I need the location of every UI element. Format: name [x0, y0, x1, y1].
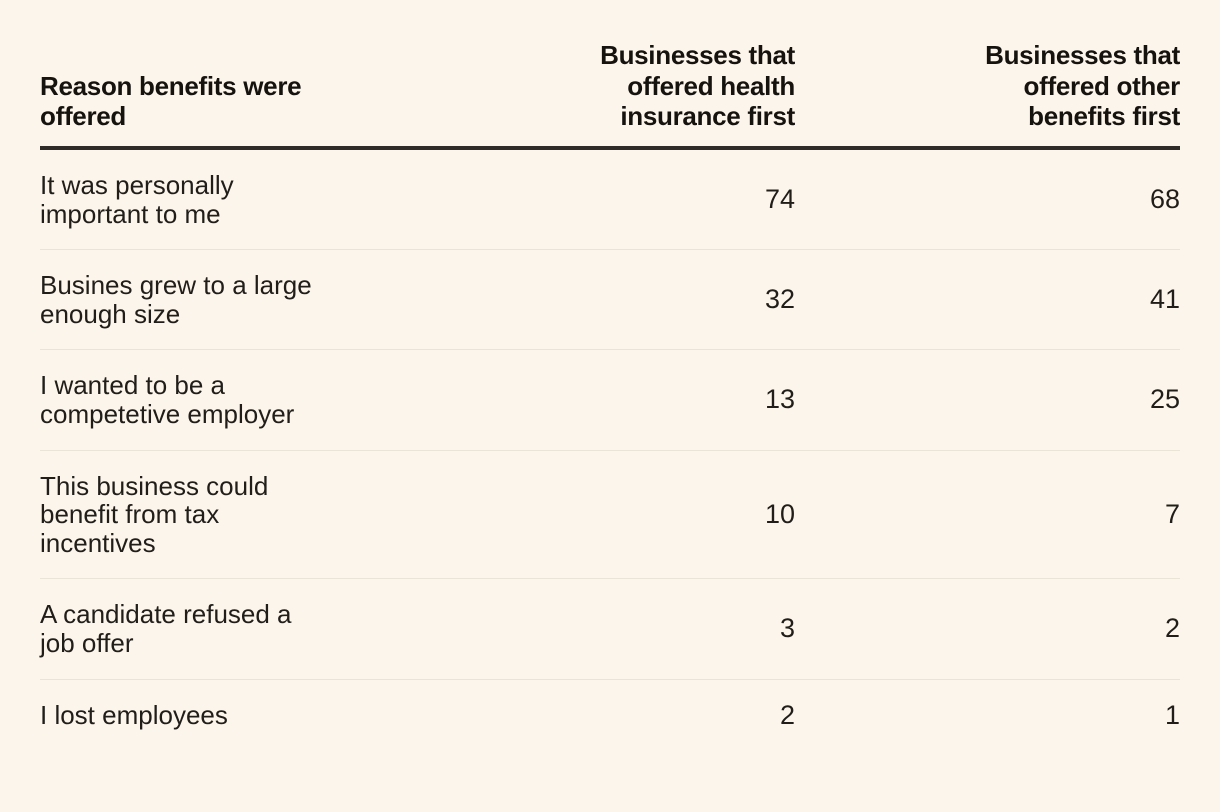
column-header-other-first: Businesses that offered other benefits f… [795, 40, 1180, 151]
other-first-value: 2 [1164, 613, 1180, 644]
reason-cell: This business could benefit from tax inc… [40, 470, 269, 558]
reason-cell: I lost employees [40, 700, 228, 731]
column-header-reason: Reason benefits were offered [40, 40, 440, 151]
benefits-reasons-table: Reason benefits were offered Businesses … [40, 40, 1180, 751]
header-row: Reason benefits were offered Businesses … [40, 40, 1180, 151]
reason-cell: I wanted to be a competetive employer [40, 370, 295, 429]
health-first-value: 2 [779, 699, 795, 730]
other-first-value: 1 [1164, 699, 1180, 730]
column-header-health-first: Businesses that offered health insurance… [440, 40, 795, 151]
other-first-value: 25 [1149, 384, 1180, 415]
health-first-value: 32 [764, 283, 795, 314]
table-row: I lost employees 2 1 [40, 679, 1180, 751]
table-row: I wanted to be a competetive employer 13… [40, 350, 1180, 451]
health-first-value: 74 [764, 183, 795, 214]
health-first-value: 10 [764, 498, 795, 529]
other-first-value: 7 [1164, 498, 1180, 529]
table-body: It was personally important to me 74 68 … [40, 148, 1180, 751]
reason-cell: It was personally important to me [40, 170, 234, 229]
other-first-value: 68 [1149, 183, 1180, 214]
health-first-value: 13 [764, 384, 795, 415]
table-header: Reason benefits were offered Businesses … [40, 40, 1180, 151]
other-first-value: 41 [1149, 283, 1180, 314]
health-first-value: 3 [779, 613, 795, 644]
table-row: Busines grew to a large enough size 32 4… [40, 250, 1180, 350]
reason-cell: A candidate refused a job offer [40, 599, 292, 658]
table-row: This business could benefit from tax inc… [40, 450, 1180, 579]
table-row: A candidate refused a job offer 3 2 [40, 579, 1180, 680]
table-row: It was personally important to me 74 68 [40, 148, 1180, 250]
reason-cell: Busines grew to a large enough size [40, 270, 312, 329]
